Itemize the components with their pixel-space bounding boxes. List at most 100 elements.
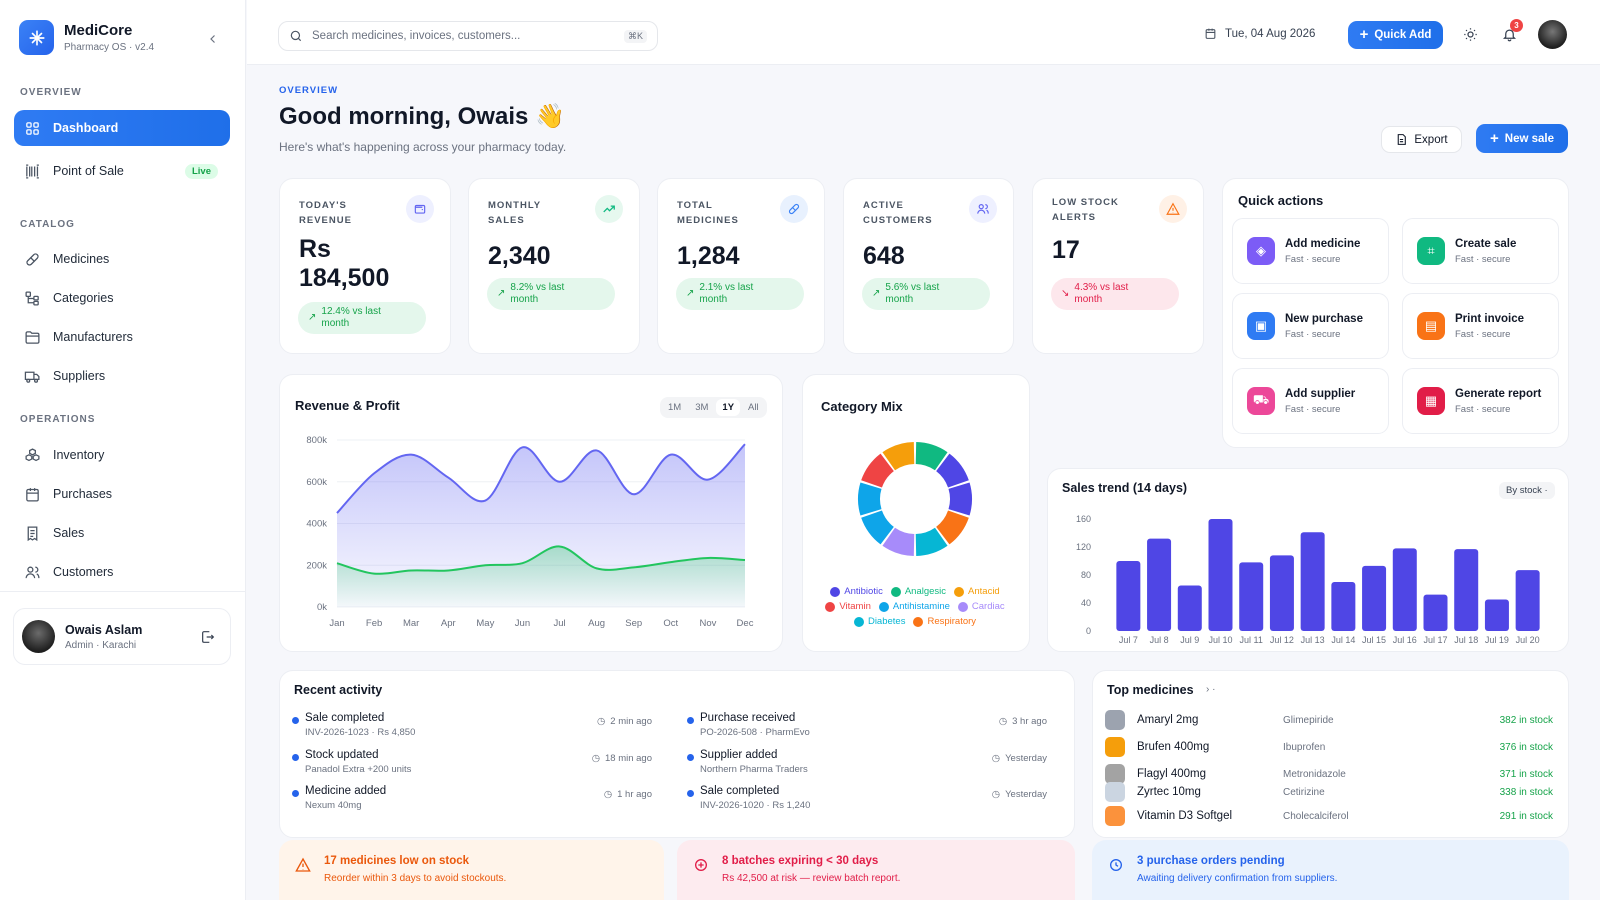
sidebar-item-label: Point of Sale xyxy=(53,164,124,178)
donut-segment xyxy=(915,527,948,556)
medicine-stock: 376 in stock xyxy=(1499,742,1553,753)
stat-card-active-customers[interactable]: ACTIVE CUSTOMERS 648 ↗ 5.6% vs last month xyxy=(843,178,1014,354)
y-tick-label: 800k xyxy=(306,435,327,446)
legend-item: Antibiotic xyxy=(830,586,883,598)
activity-item[interactable]: Sale completed INV-2026-1020 · Rs 1,240 ◷ Y… xyxy=(687,785,1047,815)
activity-item[interactable]: Medicine added Nexum 40mg ◷ 1 hr ago xyxy=(292,785,652,815)
legend-label: Vitamin xyxy=(839,601,871,612)
medicine-row[interactable]: Flagyl 400mg Metronidazole 371 in stock xyxy=(1105,764,1553,786)
medicine-generic: Ibuprofen xyxy=(1283,742,1326,753)
collapse-sidebar-icon[interactable] xyxy=(204,30,222,48)
sidebar-item-medicines[interactable]: Medicines xyxy=(14,241,230,277)
brand[interactable]: MediCore Pharmacy OS · v2.4 xyxy=(19,20,154,55)
range-1y[interactable]: 1Y xyxy=(716,399,741,416)
trend-up-icon xyxy=(595,195,623,223)
activity-time: ◷ 2 min ago xyxy=(597,716,652,727)
box-icon: ▣ xyxy=(1247,312,1275,340)
sidebar-item-suppliers[interactable]: Suppliers xyxy=(14,358,230,394)
activity-subtitle: Nexum 40mg xyxy=(305,800,362,811)
sales-trend-chart: 0 40 80 120 160 Jul 7 Jul 8 Jul 9 Jul 10 Jul 11 Ju… xyxy=(1076,514,1540,645)
sidebar-item-purchases[interactable]: Purchases xyxy=(14,476,230,512)
bar xyxy=(1454,549,1479,631)
stat-change: ↘ 4.3% vs last month xyxy=(1051,278,1179,310)
sidebar-item-label: Purchases xyxy=(53,487,113,501)
revenue-chart-title: Revenue & Profit xyxy=(295,398,400,413)
stat-card-total-medicines[interactable]: TOTAL MEDICINES 1,284 ↗ 2.1% vs last mont… xyxy=(657,178,825,354)
truck-icon xyxy=(24,371,40,383)
bell-icon[interactable]: 3 xyxy=(1499,19,1523,44)
range-all[interactable]: All xyxy=(748,402,759,413)
folder-icon xyxy=(25,330,40,344)
stat-card-revenue[interactable]: TODAY'S REVENUE Rs 184,500 ↗ 12.4% vs las… xyxy=(279,178,451,354)
stat-change: ↗ 5.6% vs last month xyxy=(862,278,990,310)
stat-card-low-stock[interactable]: LOW STOCK ALERTS 17 ↘ 4.3% vs last month xyxy=(1032,178,1204,354)
medicine-row[interactable]: Amaryl 2mg Glimepiride 382 in stock xyxy=(1105,710,1553,732)
sales-trend-filter[interactable]: By stock · xyxy=(1499,482,1555,499)
medicine-stock: 338 in stock xyxy=(1499,787,1553,798)
expiry-alert[interactable]: 8 batches expiring < 30 days Rs 42,500 a… xyxy=(677,840,1075,900)
medicine-row[interactable]: Zyrtec 10mg Cetirizine 338 in stock xyxy=(1105,782,1553,804)
stat-change: ↗ 12.4% vs last month xyxy=(298,302,426,334)
sidebar-item-sales[interactable]: Sales xyxy=(14,515,230,551)
sidebar-item-categories[interactable]: Categories xyxy=(14,280,230,316)
x-tick-label: Jul 8 xyxy=(1150,635,1169,645)
quick-action-add-medicine[interactable]: ◈ Add medicine Fast · secure xyxy=(1232,218,1389,284)
avatar[interactable] xyxy=(1538,20,1567,49)
date-display[interactable]: Tue, 04 Aug 2026 xyxy=(1204,27,1315,40)
user-card[interactable]: Owais Aslam Admin · Karachi xyxy=(13,608,231,665)
quick-action-sub: Fast · secure xyxy=(1285,254,1341,265)
search-input[interactable]: Search medicines, invoices, customers...… xyxy=(278,21,658,51)
chevron-right-icon[interactable]: › · xyxy=(1206,684,1216,695)
document-icon xyxy=(1398,134,1407,145)
medicine-row[interactable]: Brufen 400mg Ibuprofen 376 in stock xyxy=(1105,737,1553,759)
medicine-row[interactable]: Vitamin D3 Softgel Cholecalciferol 291 in … xyxy=(1105,806,1553,828)
quick-actions-title: Quick actions xyxy=(1238,193,1324,208)
series-line xyxy=(336,443,746,514)
new-sale-button[interactable]: + New sale xyxy=(1476,124,1568,153)
stat-value: 2,340 xyxy=(488,242,551,270)
range-3m[interactable]: 3M xyxy=(695,402,709,413)
sidebar-item-customers[interactable]: Customers xyxy=(14,554,230,590)
activity-time-text: 1 hr ago xyxy=(617,789,652,800)
quick-action-new-purchase[interactable]: ▣ New purchase Fast · secure xyxy=(1232,293,1389,359)
quick-add-button[interactable]: + Quick Add xyxy=(1348,21,1443,49)
activity-item[interactable]: Sale completed INV-2026-1023 · Rs 4,850 ◷ 2… xyxy=(292,712,652,742)
activity-dot xyxy=(292,717,299,724)
stat-card-monthly-sales[interactable]: MONTHLY SALES 2,340 ↗ 8.2% vs last month xyxy=(468,178,640,354)
range-1m[interactable]: 1M xyxy=(668,402,682,413)
quick-action-print-invoice[interactable]: ▤ Print invoice Fast · secure xyxy=(1402,293,1559,359)
quick-add-label: Quick Add xyxy=(1374,29,1432,41)
pending-orders-alert[interactable]: 3 purchase orders pending Awaiting deliv… xyxy=(1092,840,1569,900)
activity-time: ◷ Yesterday xyxy=(992,753,1047,764)
activity-item[interactable]: Stock updated Panadol Extra +200 units ◷ 18… xyxy=(292,749,652,779)
legend-swatch xyxy=(830,587,841,597)
export-button[interactable]: Export xyxy=(1381,126,1462,153)
quick-action-label: Add medicine xyxy=(1285,238,1361,250)
activity-dot xyxy=(292,790,299,797)
legend-label: Antibiotic xyxy=(844,586,883,597)
series-area xyxy=(337,546,745,607)
quick-action-add-supplier[interactable]: ⛟ Add supplier Fast · secure xyxy=(1232,368,1389,434)
quick-action-create-sale[interactable]: ⌗ Create sale Fast · secure xyxy=(1402,218,1559,284)
logout-icon[interactable] xyxy=(200,629,216,645)
activity-item[interactable]: Purchase received PO-2026-508 · PharmEvo ◷… xyxy=(687,712,1047,742)
legend-label: Cardiac xyxy=(971,601,1005,612)
x-tick-label: Jul 16 xyxy=(1393,635,1417,645)
sidebar-item-point-of-sale[interactable]: Point of Sale Live xyxy=(14,153,230,189)
stat-label: ACTIVE CUSTOMERS xyxy=(863,200,933,226)
sidebar-item-dashboard[interactable]: Dashboard xyxy=(14,110,230,146)
quick-action-label: Generate report xyxy=(1455,388,1542,400)
topbar: Search medicines, invoices, customers...… xyxy=(247,0,1600,65)
activity-dot xyxy=(687,717,694,724)
theme-toggle-icon[interactable] xyxy=(1460,24,1480,44)
bar xyxy=(1116,561,1141,631)
bar xyxy=(1239,562,1264,631)
low-stock-alert[interactable]: 17 medicines low on stock Reorder within… xyxy=(279,840,664,900)
sidebar-item-manufacturers[interactable]: Manufacturers xyxy=(14,319,230,355)
document-icon: ▤ xyxy=(1417,312,1445,340)
activity-item[interactable]: Supplier added Northern Pharma Traders ◷ Ye… xyxy=(687,749,1047,779)
y-tick-label: 400k xyxy=(306,519,327,530)
arrow-up-right-icon: ↗ xyxy=(686,288,695,299)
quick-action-generate-report[interactable]: ▦ Generate report Fast · secure xyxy=(1402,368,1559,434)
sidebar-item-inventory[interactable]: Inventory xyxy=(14,437,230,473)
